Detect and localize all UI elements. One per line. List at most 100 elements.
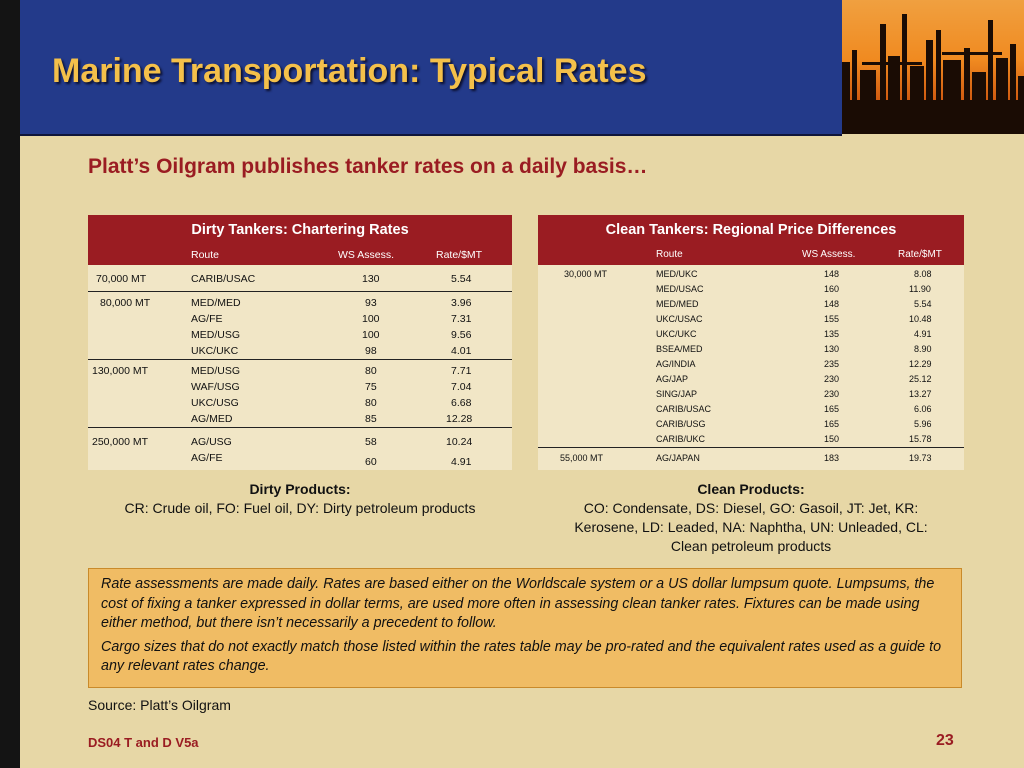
table-title: Dirty Tankers: Chartering Rates (88, 215, 512, 245)
table-cell-rate: 25.12 (909, 374, 932, 384)
cargo-size: 80,000 MT (100, 297, 151, 309)
column-header-route: Route (191, 249, 220, 261)
rate-assessment-info-box: Rate assessments are made daily. Rates a… (88, 568, 962, 688)
table-cell-rate: 13.27 (909, 389, 932, 399)
cargo-size: 30,000 MT (564, 269, 608, 279)
dirty-products-legend: Dirty Products: CR: Crude oil, FO: Fuel … (88, 480, 512, 518)
table-group: 250,000 MT AG/USG 58 10.24 AG/FE 60 4.91 (88, 427, 512, 471)
page-number: 23 (936, 732, 954, 749)
table-cell-ws: 130 (362, 273, 380, 285)
table-cell-ws: 75 (365, 381, 377, 393)
table-cell-rate: 15.78 (909, 434, 932, 444)
header-banner: Marine Transportation: Typical Rates (20, 0, 842, 136)
clean-products-text-line: Clean petroleum products (670, 538, 832, 554)
slide-subtitle: Platt’s Oilgram publishes tanker rates o… (88, 155, 648, 178)
table-cell-rate: 6.06 (914, 404, 932, 414)
table-cell-rate: 4.91 (451, 456, 472, 468)
table-cell-ws: 148 (824, 269, 840, 279)
table-cell-rate: 12.29 (909, 359, 932, 369)
table-cell-ws: 58 (365, 436, 377, 448)
table-cell-rate: 7.04 (451, 381, 472, 393)
table-cell-ws: 165 (824, 419, 840, 429)
clean-products-legend: Clean Products: CO: Condensate, DS: Dies… (538, 480, 964, 556)
cargo-size: 130,000 MT (92, 365, 149, 377)
table-cell-rate: 5.96 (914, 419, 932, 429)
table-cell-ws: 155 (824, 314, 840, 324)
table-cell-route: UKC/USAC (656, 314, 703, 324)
table-cell-ws: 135 (824, 329, 840, 339)
column-header-rate: Rate/$MT (436, 249, 483, 261)
table-cell-ws: 165 (824, 404, 840, 414)
table-cell-route: AG/MED (191, 413, 233, 425)
table-cell-ws: 130 (824, 344, 840, 354)
dirty-products-heading: Dirty Products: (249, 481, 351, 497)
table-cell-ws: 60 (365, 456, 377, 468)
table-cell-rate: 9.56 (451, 329, 472, 341)
table-cell-rate: 7.31 (451, 313, 472, 325)
table-cell-ws: 100 (362, 329, 380, 341)
table-cell-rate: 11.90 (909, 284, 931, 294)
table-cell-ws: 160 (824, 284, 840, 294)
table-cell-rate: 4.91 (914, 329, 932, 339)
table-cell-rate: 6.68 (451, 397, 472, 409)
table-cell-route: BSEA/MED (656, 344, 703, 354)
table-cell-route: AG/JAP (656, 374, 689, 384)
table-group: 130,000 MT MED/USG 80 7.71 WAF/USG 75 7.… (88, 359, 512, 428)
table-group: 30,000 MT MED/UKC 148 8.08 MED/USAC 160 … (538, 265, 964, 447)
table-cell-rate: 5.54 (914, 299, 932, 309)
info-paragraph: Cargo sizes that do not exactly match th… (101, 638, 942, 675)
clean-products-heading: Clean Products: (697, 481, 805, 497)
table-cell-rate: 5.54 (451, 273, 472, 285)
table-cell-route: UKC/USG (191, 397, 239, 409)
column-header-ws-assess: WS Assess. (802, 249, 856, 260)
table-cell-route: MED/USG (191, 365, 241, 377)
table-cell-route: CARIB/USAC (191, 273, 256, 285)
table-cell-route: AG/JAPAN (656, 453, 700, 463)
table-cell-route: MED/UKC (656, 269, 698, 279)
table-cell-route: AG/USG (191, 436, 232, 448)
column-header-rate: Rate/$MT (898, 249, 942, 260)
dirty-tankers-table: Dirty Tankers: Chartering Rates Route WS… (88, 215, 512, 470)
info-paragraph: Rate assessments are made daily. Rates a… (101, 576, 935, 631)
table-cell-route: UKC/UKC (191, 345, 239, 357)
clean-tankers-table: Clean Tankers: Regional Price Difference… (538, 215, 964, 470)
slide-title: Marine Transportation: Typical Rates (52, 52, 647, 90)
dirty-products-text: CR: Crude oil, FO: Fuel oil, DY: Dirty p… (124, 500, 476, 516)
table-cell-rate: 10.24 (446, 436, 473, 448)
footer-label: DS04 T and D V5a (88, 735, 199, 750)
cargo-size: 250,000 MT (92, 436, 149, 448)
table-group: 70,000 MT CARIB/USAC 130 5.54 (88, 265, 512, 291)
table-cell-route: MED/USAC (656, 284, 704, 294)
table-header-row: Route WS Assess. Rate/$MT (88, 245, 512, 265)
table-cell-route: AG/INDIA (656, 359, 696, 369)
cargo-size: 70,000 MT (96, 273, 147, 285)
table-cell-rate: 4.01 (451, 345, 472, 357)
table-cell-ws: 100 (362, 313, 380, 325)
table-cell-route: MED/USG (191, 329, 241, 341)
table-cell-rate: 7.71 (451, 365, 472, 377)
table-cell-rate: 19.73 (909, 453, 932, 463)
source-citation: Source: Platt’s Oilgram (88, 697, 231, 713)
table-cell-ws: 183 (824, 453, 840, 463)
table-group: 80,000 MT MED/MED 93 3.96 AG/FE 100 7.31… (88, 291, 512, 360)
clean-products-text-line: CO: Condensate, DS: Diesel, GO: Gasoil, … (583, 500, 919, 516)
table-cell-ws: 148 (824, 299, 840, 309)
table-cell-ws: 93 (365, 297, 377, 309)
column-header-route: Route (656, 249, 683, 260)
table-cell-rate: 8.08 (914, 269, 932, 279)
table-cell-route: AG/FE (191, 452, 223, 464)
cargo-size: 55,000 MT (560, 453, 604, 463)
table-cell-rate: 8.90 (914, 344, 932, 354)
table-title: Clean Tankers: Regional Price Difference… (538, 215, 964, 245)
table-cell-route: CARIB/USAC (656, 404, 712, 414)
table-cell-ws: 80 (365, 397, 377, 409)
table-cell-ws: 235 (824, 359, 840, 369)
table-cell-rate: 10.48 (909, 314, 932, 324)
left-edge-strip (0, 0, 20, 768)
table-cell-rate: 3.96 (451, 297, 472, 309)
table-group: 55,000 MT AG/JAPAN 183 19.73 (538, 447, 964, 471)
table-cell-route: CARIB/USG (656, 419, 706, 429)
table-cell-route: AG/FE (191, 313, 223, 325)
table-cell-route: CARIB/UKC (656, 434, 706, 444)
